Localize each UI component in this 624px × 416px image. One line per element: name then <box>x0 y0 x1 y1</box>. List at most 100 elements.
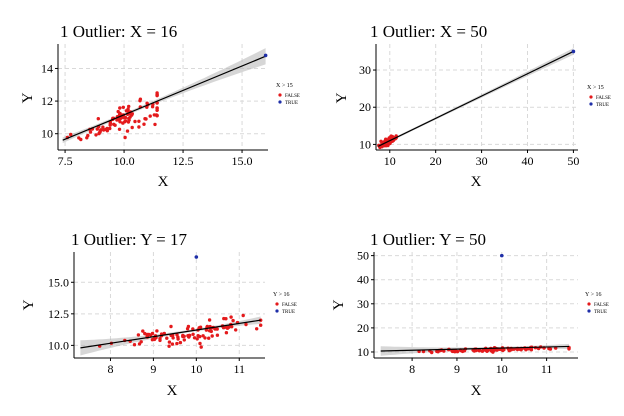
data-point-false <box>421 349 426 354</box>
data-point-false <box>153 122 157 127</box>
data-point-false <box>241 313 245 318</box>
data-point-false <box>234 328 238 332</box>
data-point-false <box>96 117 101 121</box>
chart-title: 1 Outlier: Y = 50 <box>370 230 486 249</box>
data-point-false <box>118 106 122 110</box>
legend-false-marker <box>275 302 279 306</box>
x-axis-label: X <box>471 383 482 399</box>
data-point-false <box>126 120 131 124</box>
legend-false-marker <box>278 93 282 97</box>
data-point-false <box>207 336 211 340</box>
regression-line <box>378 50 574 147</box>
data-point-false <box>186 324 191 329</box>
data-point-false <box>191 327 195 331</box>
data-point-false <box>94 133 98 137</box>
data-point-false <box>143 331 147 336</box>
data-point-false <box>379 139 383 143</box>
chart-panel-x-outlier-50: 1 Outlier: X = 50 Y X X > 15 FALSE TRUE … <box>334 22 611 190</box>
data-point-false <box>162 331 166 336</box>
data-point-false <box>210 334 214 338</box>
chart-title: 1 Outlier: X = 16 <box>60 22 177 41</box>
data-point-false <box>195 337 199 341</box>
data-point-false <box>175 341 179 346</box>
legend-true-label: TRUE <box>596 103 609 108</box>
chart-panel-x-outlier-16: 1 Outlier: X = 16 Y X X > 15 FALSE TRUE … <box>20 22 300 190</box>
data-point-false <box>123 115 128 120</box>
legend-false-label: FALSE <box>282 303 297 308</box>
data-point-false <box>116 109 120 114</box>
data-point-false <box>215 333 220 337</box>
gridlines <box>374 252 578 358</box>
legend-false-label: FALSE <box>285 94 300 99</box>
legend-title: Y > 16 <box>273 292 290 298</box>
legend-false-label: FALSE <box>596 96 611 101</box>
data-point-false <box>155 114 159 118</box>
x-tick-label: 10 <box>190 362 202 376</box>
data-point-false <box>231 318 235 323</box>
data-point-false <box>152 113 156 117</box>
x-tick-label: 30 <box>476 154 488 168</box>
data-point-false <box>165 336 169 340</box>
data-point-outlier <box>499 253 504 258</box>
data-point-false <box>137 119 141 124</box>
x-axis-label: X <box>471 174 482 190</box>
chart-panel-y-outlier-50: 1 Outlier: Y = 50 Y X Y > 16 FALSE TRUE … <box>331 230 609 399</box>
legend-true-label: TRUE <box>594 310 607 315</box>
data-point-false <box>138 97 143 101</box>
data-point-false <box>88 130 93 134</box>
regression-line <box>380 345 570 352</box>
data-point-false <box>137 342 142 346</box>
data-point-false <box>127 104 131 109</box>
data-point-false <box>507 348 511 353</box>
legend-true-marker <box>589 102 593 106</box>
data-point-false <box>170 342 175 346</box>
y-axis-label: Y <box>334 92 350 103</box>
data-point-false <box>123 135 127 140</box>
x-tick-label: 10.0 <box>114 154 135 168</box>
data-point-false <box>175 333 179 337</box>
data-point-false <box>462 349 467 353</box>
legend-title: Y > 16 <box>585 292 602 298</box>
y-tick-label: 30 <box>359 63 371 77</box>
legend-true-marker <box>278 100 282 104</box>
data-point-false <box>132 343 137 347</box>
x-tick-label: 11 <box>233 362 245 376</box>
data-point-false <box>136 333 141 337</box>
data-point-false <box>142 122 146 126</box>
data-point-false <box>123 120 127 124</box>
data-point-false <box>171 336 175 340</box>
data-point-outlier <box>571 49 576 54</box>
y-tick-label: 50 <box>357 249 369 263</box>
data-point-false <box>167 344 171 348</box>
data-point-false <box>187 335 191 339</box>
y-tick-label: 15.0 <box>48 275 69 289</box>
data-point-false <box>201 334 205 338</box>
x-tick-label: 40 <box>522 154 534 168</box>
data-point-false <box>167 340 172 344</box>
data-point-false <box>518 347 522 351</box>
x-axis-label: X <box>167 383 178 399</box>
data-point-false <box>121 105 126 110</box>
y-tick-label: 14 <box>41 61 53 75</box>
legend-true-marker <box>275 309 279 313</box>
data-point-false <box>108 126 112 131</box>
legend-title: X > 15 <box>587 85 604 91</box>
y-tick-label: 10 <box>357 345 369 359</box>
data-point-false <box>229 315 233 319</box>
data-point-false <box>125 129 130 133</box>
data-point-false <box>126 107 130 111</box>
x-tick-label: 9 <box>454 362 460 376</box>
data-point-false <box>117 112 122 117</box>
data-point-false <box>158 337 162 341</box>
regression-line <box>80 319 261 349</box>
data-point-false <box>176 337 180 341</box>
data-point-false <box>474 348 478 353</box>
chart-title: 1 Outlier: Y = 17 <box>71 230 187 249</box>
data-point-false <box>207 318 212 322</box>
y-tick-label: 20 <box>357 321 369 335</box>
data-point-false <box>137 125 141 129</box>
data-point-false <box>224 317 228 321</box>
data-point-false <box>148 333 153 337</box>
data-point-false <box>182 338 186 342</box>
legend-false-label: FALSE <box>594 303 609 308</box>
